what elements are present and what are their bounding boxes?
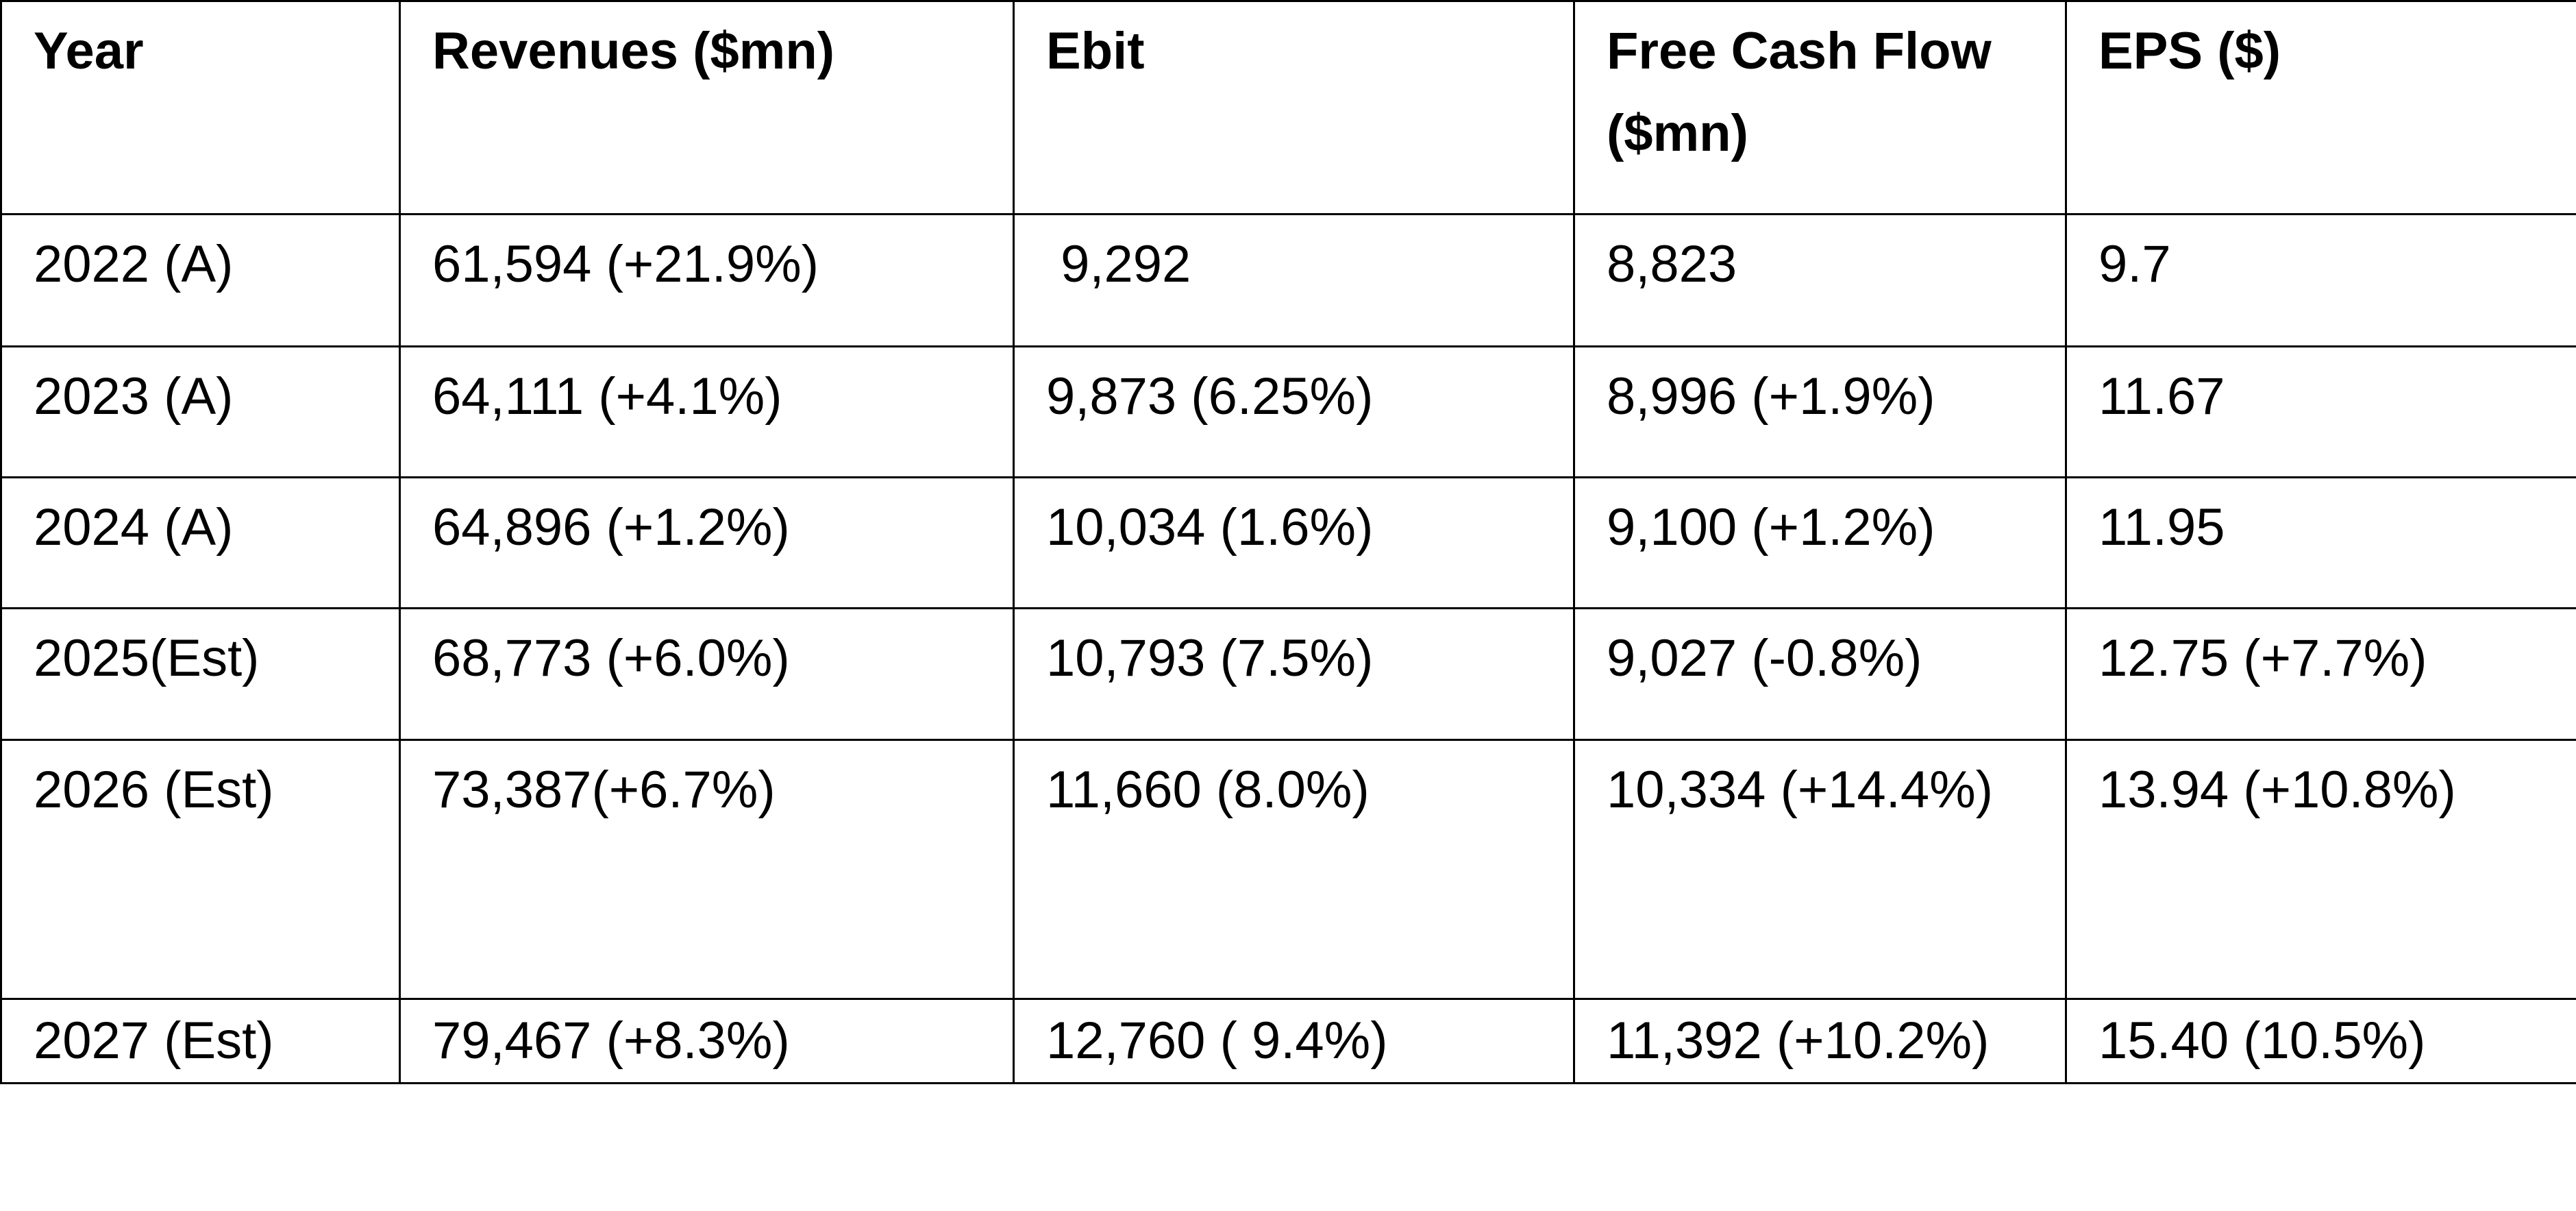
- cell-eps: 11.95: [2065, 476, 2576, 609]
- cell-free-cash-flow: 9,100 (+1.2%): [1573, 476, 2067, 609]
- table-row: 2023 (A) 64,111 (+4.1%) 9,873 (6.25%) 8,…: [0, 345, 2576, 478]
- cell-eps: 9.7: [2065, 213, 2576, 347]
- header-year-label: Year: [34, 22, 144, 80]
- table-row: 2027 (Est) 79,467 (+8.3%) 12,760 ( 9.4%)…: [0, 998, 2576, 1084]
- cell-revenues: 61,594 (+21.9%): [399, 213, 1015, 347]
- header-eps-label: EPS ($): [2098, 22, 2281, 80]
- cell-free-cash-flow: 9,027 (-0.8%): [1573, 607, 2067, 741]
- cell-ebit: 10,793 (7.5%): [1013, 607, 1575, 741]
- financial-forecast-table: Year Revenues ($mn) Ebit Free Cash Flow …: [0, 0, 2576, 1084]
- header-revenues: Revenues ($mn): [399, 0, 1015, 215]
- cell-eps: 15.40 (10.5%): [2065, 998, 2576, 1084]
- cell-year: 2023 (A): [0, 345, 401, 478]
- cell-free-cash-flow: 8,996 (+1.9%): [1573, 345, 2067, 478]
- header-free-cash-flow-label-line1: Free Cash Flow: [1607, 22, 1992, 80]
- cell-revenues: 64,896 (+1.2%): [399, 476, 1015, 609]
- table-row: 2026 (Est) 73,387(+6.7%) 11,660 (8.0%) 1…: [0, 739, 2576, 1000]
- cell-revenues: 73,387(+6.7%): [399, 739, 1015, 1000]
- cell-eps: 11.67: [2065, 345, 2576, 478]
- header-ebit-label: Ebit: [1046, 22, 1145, 80]
- cell-ebit: 9,873 (6.25%): [1013, 345, 1575, 478]
- cell-year: 2027 (Est): [0, 998, 401, 1084]
- cell-free-cash-flow: 10,334 (+14.4%): [1573, 739, 2067, 1000]
- cell-free-cash-flow: 11,392 (+10.2%): [1573, 998, 2067, 1084]
- table-row: 2025(Est) 68,773 (+6.0%) 10,793 (7.5%) 9…: [0, 607, 2576, 741]
- header-ebit: Ebit: [1013, 0, 1575, 215]
- cell-year: 2025(Est): [0, 607, 401, 741]
- cell-year: 2026 (Est): [0, 739, 401, 1000]
- cell-revenues: 79,467 (+8.3%): [399, 998, 1015, 1084]
- cell-ebit: 9,292: [1013, 213, 1575, 347]
- header-revenues-label: Revenues ($mn): [432, 22, 835, 80]
- cell-ebit: 11,660 (8.0%): [1013, 739, 1575, 1000]
- table-row: 2024 (A) 64,896 (+1.2%) 10,034 (1.6%) 9,…: [0, 476, 2576, 609]
- cell-revenues: 68,773 (+6.0%): [399, 607, 1015, 741]
- header-year: Year: [0, 0, 401, 215]
- header-row: Year Revenues ($mn) Ebit Free Cash Flow …: [0, 0, 2576, 215]
- header-free-cash-flow: Free Cash Flow ($mn): [1573, 0, 2067, 215]
- cell-ebit: 10,034 (1.6%): [1013, 476, 1575, 609]
- table-row: 2022 (A) 61,594 (+21.9%) 9,292 8,823 9.7: [0, 213, 2576, 347]
- cell-year: 2022 (A): [0, 213, 401, 347]
- cell-free-cash-flow: 8,823: [1573, 213, 2067, 347]
- header-eps: EPS ($): [2065, 0, 2576, 215]
- cell-year: 2024 (A): [0, 476, 401, 609]
- cell-eps: 13.94 (+10.8%): [2065, 739, 2576, 1000]
- cell-ebit: 12,760 ( 9.4%): [1013, 998, 1575, 1084]
- cell-eps: 12.75 (+7.7%): [2065, 607, 2576, 741]
- cell-revenues: 64,111 (+4.1%): [399, 345, 1015, 478]
- header-free-cash-flow-label-line2: ($mn): [1607, 104, 1748, 162]
